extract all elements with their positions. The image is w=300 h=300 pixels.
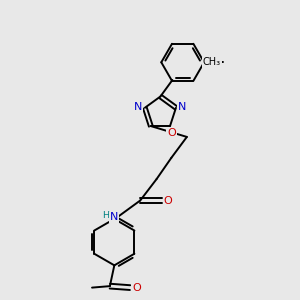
Text: O: O bbox=[132, 283, 141, 292]
Text: N: N bbox=[110, 212, 118, 223]
Text: O: O bbox=[167, 128, 176, 138]
Text: H: H bbox=[102, 211, 109, 220]
Text: O: O bbox=[164, 196, 172, 206]
Text: N: N bbox=[178, 102, 187, 112]
Text: N: N bbox=[134, 102, 142, 112]
Text: CH₃: CH₃ bbox=[203, 57, 221, 67]
